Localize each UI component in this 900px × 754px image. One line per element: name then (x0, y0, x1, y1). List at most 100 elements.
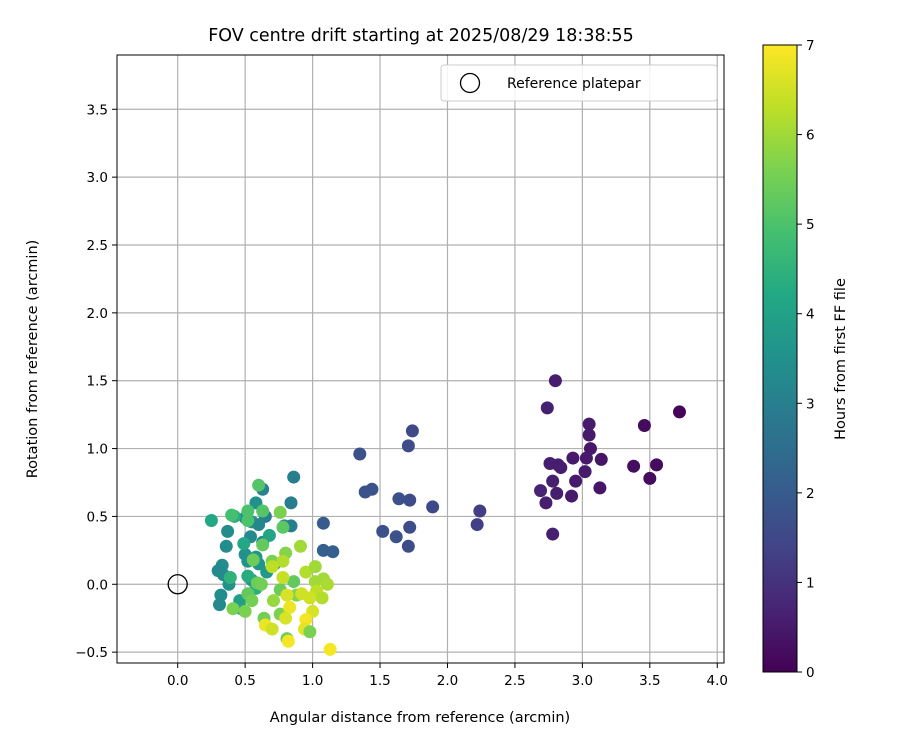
data-point (473, 504, 487, 518)
data-point (293, 539, 307, 553)
x-tick-label: 2.5 (504, 673, 525, 689)
data-point (392, 492, 406, 506)
data-point (358, 485, 372, 499)
data-point (241, 514, 255, 527)
data-point (582, 417, 596, 431)
data-point (546, 527, 560, 541)
data-point (287, 575, 301, 589)
data-point (266, 594, 280, 608)
data-point (281, 634, 295, 648)
y-tick-label: 2.0 (87, 306, 108, 322)
data-point (276, 571, 290, 584)
data-point (403, 520, 417, 534)
x-axis-label: Angular distance from reference (arcmin) (270, 710, 570, 726)
colorbar-ticks: 0 1 2 3 4 5 6 7 (797, 38, 815, 681)
x-tick-label: 2.0 (437, 673, 458, 689)
y-tick-label: 0.5 (87, 509, 108, 525)
data-point (627, 459, 641, 473)
colorbar-tick-label: 0 (806, 665, 815, 681)
data-point (426, 500, 440, 514)
data-point (226, 602, 240, 616)
data-point (405, 424, 419, 438)
data-point (256, 538, 270, 552)
data-point (315, 591, 329, 605)
data-point (548, 374, 562, 388)
y-tick-label: −0.5 (75, 645, 108, 661)
data-point (276, 554, 290, 568)
legend-reference-marker (459, 72, 481, 94)
data-point (550, 486, 564, 500)
x-tick-label: 1.5 (369, 673, 390, 689)
data-point (316, 516, 330, 530)
data-point (565, 489, 579, 503)
data-point (262, 528, 276, 542)
data-point (326, 545, 340, 559)
data-point (540, 401, 554, 415)
x-tick-label: 0.0 (167, 673, 188, 689)
colorbar-tick-label: 2 (806, 486, 815, 502)
data-point (241, 504, 255, 518)
data-point (637, 419, 651, 432)
data-point (539, 496, 553, 510)
data-point (376, 524, 390, 538)
legend-box (440, 64, 718, 102)
x-tick-label: 1.0 (302, 673, 323, 689)
data-point (256, 504, 270, 518)
data-point (593, 481, 607, 495)
legend-label: Reference platepar (507, 76, 641, 92)
data-point (299, 613, 313, 627)
data-point (252, 518, 266, 532)
data-point (245, 594, 259, 608)
data-point (303, 625, 317, 639)
colorbar-gradient (762, 44, 798, 673)
x-tick-label: 4.0 (707, 673, 728, 689)
plot-frame (116, 54, 725, 664)
data-point (219, 539, 233, 553)
data-point (582, 428, 596, 442)
data-point (403, 493, 417, 507)
data-point (214, 588, 228, 602)
colorbar-tick-label: 3 (806, 396, 815, 412)
data-point (554, 461, 568, 475)
data-point (280, 588, 294, 602)
data-point (389, 530, 403, 544)
y-tick-label: 1.0 (87, 442, 108, 458)
x-tick-label: 3.0 (572, 673, 593, 689)
data-points (204, 374, 686, 656)
data-point (213, 598, 227, 612)
data-point (276, 520, 290, 534)
data-point (283, 600, 297, 614)
data-point (578, 465, 592, 479)
data-point (320, 577, 334, 591)
data-point (223, 571, 237, 584)
data-point (308, 560, 322, 574)
data-point (287, 470, 301, 484)
data-point (273, 505, 287, 519)
data-point (401, 439, 415, 453)
reference-platepar-marker (167, 574, 188, 595)
colorbar-tick-label: 6 (806, 128, 815, 144)
y-tick-label: 1.5 (87, 374, 108, 390)
data-point (470, 518, 484, 532)
y-tick-label: 3.5 (87, 102, 108, 118)
colorbar-tick-label: 1 (806, 575, 815, 591)
legend: Reference platepar (440, 64, 718, 102)
data-point (650, 458, 664, 472)
data-point (284, 496, 298, 510)
y-axis-label: Rotation from reference (arcmin) (25, 240, 41, 479)
y-tick-label: 0.0 (87, 577, 108, 593)
data-point (401, 539, 415, 553)
data-point (204, 514, 218, 527)
data-point (238, 604, 252, 618)
data-point (254, 577, 268, 591)
data-point (265, 622, 279, 636)
colorbar-label: Hours from first FF file (833, 278, 849, 440)
data-point (241, 569, 255, 583)
data-point (534, 484, 548, 498)
y-axis-ticks: −0.5 0.0 0.5 1.0 1.5 2.0 2.5 3.0 3.5 (75, 102, 117, 661)
data-point (643, 471, 657, 485)
colorbar-tick-label: 4 (806, 307, 815, 323)
data-point (237, 537, 251, 551)
y-tick-label: 2.5 (87, 238, 108, 254)
